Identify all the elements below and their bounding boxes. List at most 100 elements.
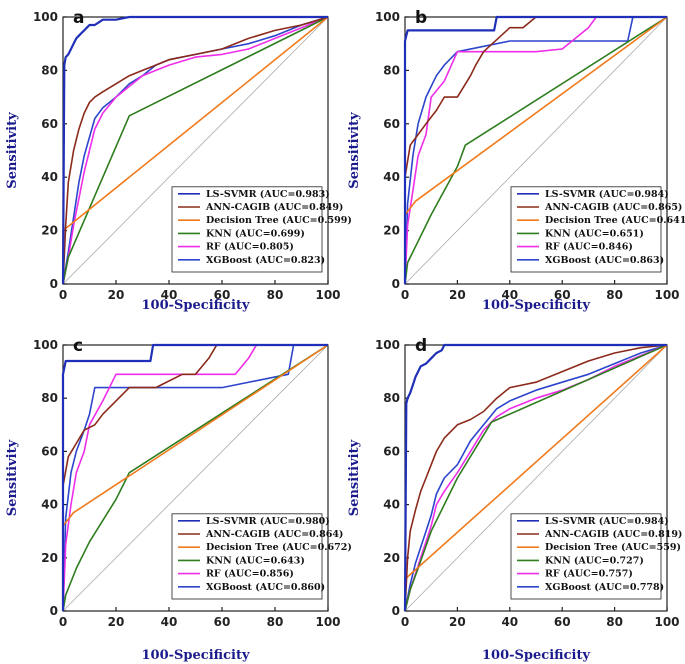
- x-axis-label: 100-Specificity: [142, 298, 250, 313]
- y-tick-label: 20: [383, 551, 400, 565]
- x-tick-label: 40: [501, 615, 518, 629]
- legend-entry: Decision Tree (AUC=0.641): [545, 215, 685, 226]
- panel-letter: b: [415, 8, 427, 28]
- x-tick-label: 40: [161, 288, 178, 302]
- legend-entry: RF (AUC=0.856): [206, 569, 294, 580]
- y-tick-label: 20: [41, 224, 58, 238]
- x-tick-label: 60: [214, 288, 231, 302]
- legend-entry: ANN-CAGIB (AUC=0.864): [205, 529, 343, 540]
- roc-panel-c: 0 20 40 60 80 100 0 20 40 60 80 100 100-Specificity S…: [5, 336, 352, 663]
- legend-entry: XGBoost (AUC=0.778): [545, 582, 664, 593]
- x-tick-label: 80: [267, 288, 284, 302]
- y-tick-label: 60: [383, 117, 400, 131]
- y-tick-label: 100: [33, 338, 58, 352]
- y-tick-label: 80: [41, 391, 58, 405]
- series-line-knn: [62, 16, 329, 285]
- panel-letter: c: [73, 336, 83, 356]
- series-line-rf: [62, 344, 328, 612]
- legend-entry: LS-SVMR (AUC=0.983): [206, 189, 330, 200]
- y-tick-label: 40: [41, 170, 58, 184]
- y-tick-label: 60: [41, 117, 58, 131]
- panel-letter: d: [415, 336, 427, 356]
- x-tick-label: 80: [267, 615, 284, 629]
- x-axis-label: 100-Specificity: [482, 298, 590, 313]
- series-line-ls-svmr: [403, 343, 667, 612]
- x-tick-label: 60: [214, 615, 231, 629]
- series-line-ann-cagib: [62, 344, 328, 611]
- legend-entry: Decision Tree (AUC=0.672): [206, 542, 352, 553]
- legend-entry: KNN (AUC=0.699): [206, 228, 305, 239]
- y-tick-label: 40: [41, 498, 58, 512]
- series-line-knn: [404, 16, 668, 285]
- x-axis-label: 100-Specificity: [482, 648, 590, 663]
- series-line-knn: [62, 344, 329, 612]
- series-line-ann-cagib: [404, 344, 668, 612]
- legend-entry: Decision Tree (AUC=559): [545, 542, 681, 553]
- x-tick-label: 80: [606, 615, 623, 629]
- y-tick-label: 100: [375, 338, 400, 352]
- series-line-xgboost: [62, 344, 328, 612]
- x-tick-label: 80: [606, 288, 623, 302]
- legend-entry: ANN-CAGIB (AUC=0.849): [205, 202, 343, 213]
- y-tick-label: 80: [41, 63, 58, 77]
- y-axis-label: Sensitivity: [347, 439, 362, 516]
- series-line-ls-svmr: [61, 343, 328, 611]
- legend-box: [171, 513, 323, 600]
- x-tick-label: 0: [59, 288, 67, 302]
- y-axis-label: Sensitivity: [347, 112, 362, 189]
- y-tick-label: 0: [50, 604, 58, 618]
- y-tick-label: 40: [383, 170, 400, 184]
- y-axis-label: Sensitivity: [5, 112, 20, 189]
- legend-box: [510, 186, 662, 273]
- y-tick-label: 80: [383, 391, 400, 405]
- x-tick-label: 100: [654, 288, 679, 302]
- x-tick-label: 60: [554, 615, 571, 629]
- y-axis-label: Sensitivity: [5, 439, 20, 516]
- y-tick-label: 40: [383, 498, 400, 512]
- legend-box: [510, 513, 662, 600]
- panel-letter: a: [73, 8, 84, 28]
- roc-panel-b: 0 20 40 60 80 100 0 20 40 60 80 100 100-Specificity S…: [347, 8, 685, 313]
- x-tick-label: 20: [108, 615, 125, 629]
- legend-entry: ANN-CAGIB (AUC=0.819): [544, 529, 682, 540]
- y-tick-label: 100: [375, 10, 400, 24]
- reference-diagonal: [404, 16, 668, 285]
- y-tick-label: 0: [392, 277, 400, 291]
- x-tick-label: 20: [449, 288, 466, 302]
- series-line-rf: [62, 16, 329, 285]
- reference-diagonal: [404, 344, 668, 612]
- series-line-xgboost: [404, 16, 667, 285]
- series-line-rf: [404, 16, 667, 285]
- legend-entry: LS-SVMR (AUC=0.984): [545, 516, 669, 527]
- x-tick-label: 100: [654, 615, 679, 629]
- y-tick-label: 60: [41, 444, 58, 458]
- x-tick-label: 0: [401, 615, 409, 629]
- x-tick-label: 60: [554, 288, 571, 302]
- roc-panel-a: 0 20 40 60 80 100 0 20 40 60 80 100 100-Specificity S…: [5, 8, 352, 313]
- x-axis-label: 100-Specificity: [142, 648, 250, 663]
- legend: LS-SVMR (AUC=0.984) ANN-CAGIB (AUC=0.819)…: [510, 513, 682, 600]
- roc-panel-d: 0 20 40 60 80 100 0 20 40 60 80 100 100-Specificity S…: [347, 336, 682, 663]
- y-tick-label: 0: [392, 604, 400, 618]
- x-tick-label: 20: [449, 615, 466, 629]
- x-tick-label: 40: [161, 615, 178, 629]
- legend-entry: XGBoost (AUC=0.860): [206, 582, 325, 593]
- legend-entry: XGBoost (AUC=0.823): [206, 255, 325, 266]
- y-tick-label: 100: [33, 10, 58, 24]
- legend-entry: ANN-CAGIB (AUC=0.865): [544, 202, 682, 213]
- x-tick-label: 0: [401, 288, 409, 302]
- legend: LS-SVMR (AUC=0.983) ANN-CAGIB (AUC=0.849)…: [171, 186, 352, 273]
- x-tick-label: 100: [315, 288, 340, 302]
- x-tick-label: 20: [108, 288, 125, 302]
- legend: LS-SVMR (AUC=0.980) ANN-CAGIB (AUC=0.864)…: [171, 513, 352, 600]
- reference-diagonal: [62, 344, 329, 612]
- x-tick-label: 40: [501, 288, 518, 302]
- legend-entry: RF (AUC=0.757): [545, 569, 633, 580]
- series-line-ann-cagib: [404, 16, 667, 284]
- legend-entry: Decision Tree (AUC=0.599): [206, 215, 352, 226]
- y-tick-label: 20: [383, 224, 400, 238]
- series-line-ls-svmr: [61, 15, 328, 285]
- y-tick-label: 80: [383, 63, 400, 77]
- legend-entry: LS-SVMR (AUC=0.984): [545, 189, 669, 200]
